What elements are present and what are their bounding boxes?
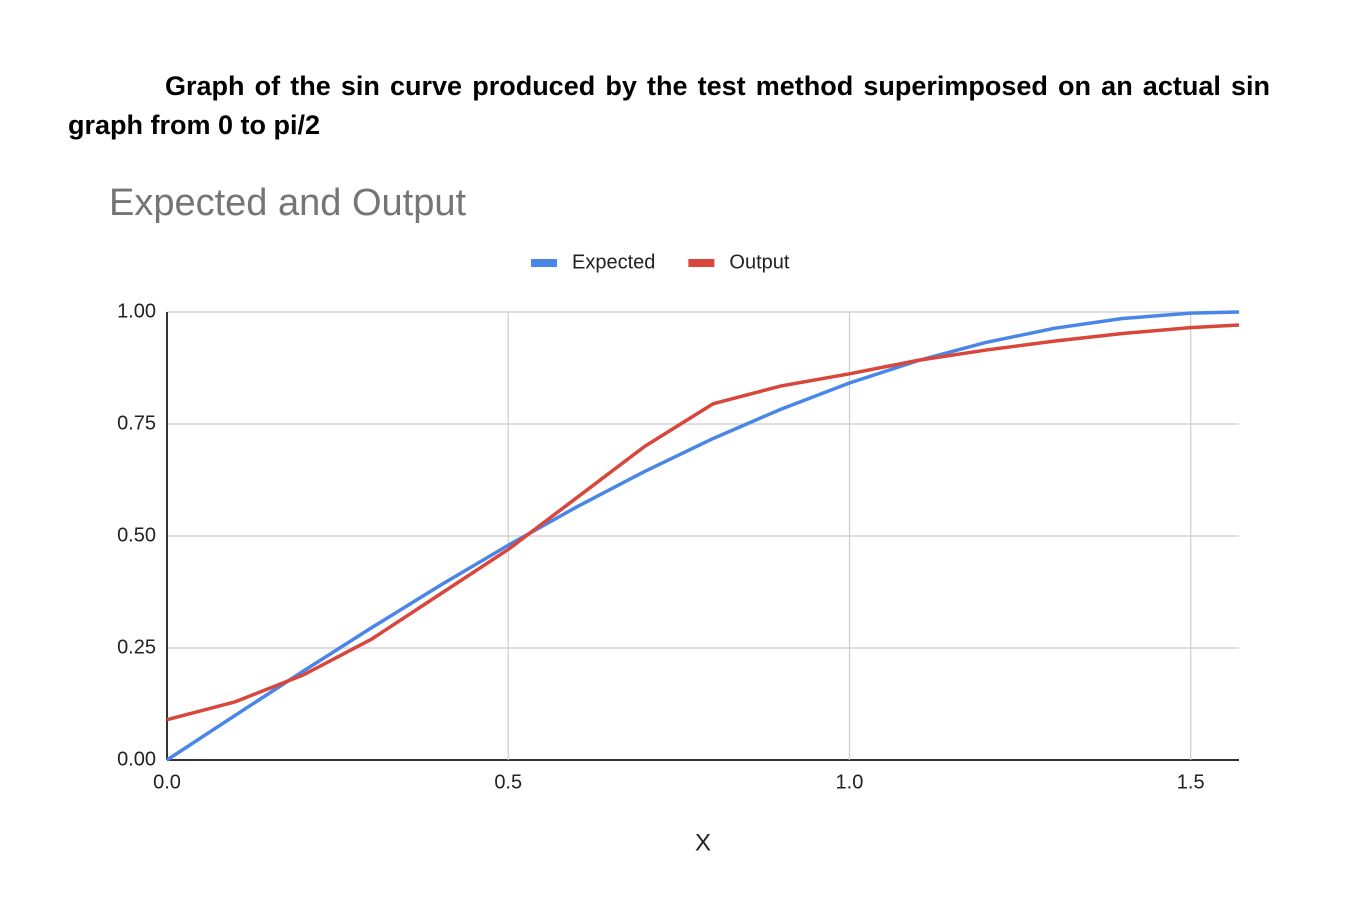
y-tick-label: 1.00 <box>117 300 156 322</box>
y-tick-label: 0.00 <box>117 748 156 770</box>
x-tick-label: 0.5 <box>494 771 522 793</box>
line <box>166 310 1240 762</box>
x-axis-label: X <box>695 829 711 856</box>
y-tick-label: 0.25 <box>117 636 156 658</box>
legend-swatch <box>688 259 715 267</box>
heading: Graph of the sin curve produced by the t… <box>68 71 1270 140</box>
x-tick-label: 1.0 <box>836 771 864 793</box>
y-tick-label: 0.50 <box>117 524 156 546</box>
chart-title: Expected and Output <box>109 182 466 224</box>
y-tick-label: 0.75 <box>117 412 156 434</box>
legend-swatch <box>531 259 557 267</box>
legend-label: Output <box>729 251 789 273</box>
x-tick-label: 1.5 <box>1177 771 1205 793</box>
x-tick-label: 0.0 <box>153 771 181 793</box>
legend-label: Expected <box>572 251 655 273</box>
line <box>166 323 1240 722</box>
